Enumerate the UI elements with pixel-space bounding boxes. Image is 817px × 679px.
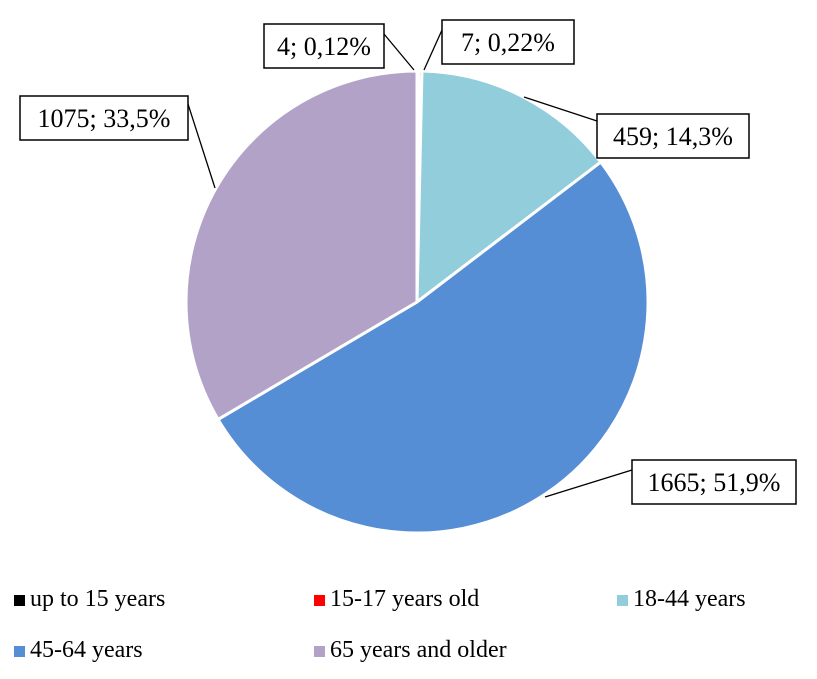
legend-label-3: 45-64 years [30, 637, 143, 663]
data-label-1: 7; 0,22% [461, 28, 555, 57]
data-label-4: 1075; 33,5% [38, 104, 171, 133]
legend-label-0: up to 15 years [30, 586, 165, 612]
legend-swatch-0 [14, 595, 25, 606]
legend-swatch-4 [314, 646, 325, 657]
data-labels: 4; 0,12% 7; 0,22% 459; 14,3% 1665; 51,9% 107… [19, 19, 797, 505]
legend-label-1: 15-17 years old [330, 586, 479, 612]
legend-label-2: 18-44 years [633, 586, 746, 612]
data-label-box-3 [631, 459, 797, 505]
pie-slices [184, 69, 650, 535]
legend-swatch-3 [14, 646, 25, 657]
pie-slice-3 [216, 160, 650, 535]
leader-line-1 [423, 29, 443, 71]
legend-swatch-2 [617, 595, 628, 606]
data-label-box-1 [441, 19, 575, 65]
legend: up to 15 years 15-17 years old 18-44 years… [14, 586, 746, 663]
data-label-box-0 [263, 23, 385, 69]
data-label-3: 1665; 51,9% [648, 468, 781, 497]
pie-slice-4 [184, 69, 419, 421]
data-label-box-2 [596, 113, 750, 159]
pie-slice-2 [415, 69, 603, 304]
leader-line-4 [187, 103, 216, 189]
legend-label-4: 65 years and older [330, 637, 507, 663]
leader-lines [187, 29, 633, 498]
leader-line-3 [544, 469, 633, 498]
leader-line-0 [383, 33, 415, 71]
data-label-0: 4; 0,12% [277, 32, 371, 61]
legend-swatch-1 [314, 595, 325, 606]
data-label-2: 459; 14,3% [613, 122, 733, 151]
leader-line-2 [523, 96, 598, 122]
data-label-box-4 [19, 95, 189, 141]
